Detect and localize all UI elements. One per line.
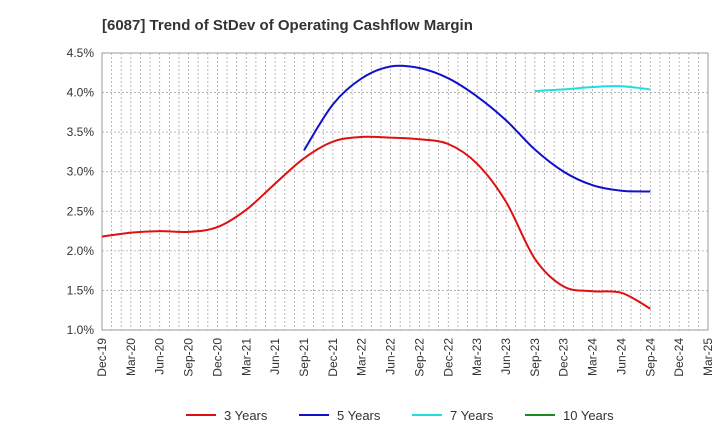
x-tick-label: Jun-24 <box>614 338 628 375</box>
legend: 3 Years 5 Years 7 Years 10 Years <box>186 408 614 423</box>
y-tick-label: 4.5% <box>67 46 95 60</box>
x-tick-label: Dec-24 <box>672 338 686 377</box>
x-axis-ticks: Dec-19 Mar-20 Jun-20 Sep-20 Dec-20 Mar-21 Jun-… <box>95 338 715 377</box>
x-tick-label: Dec-21 <box>326 338 340 377</box>
x-tick-label: Mar-22 <box>355 338 369 376</box>
x-tick-label: Dec-20 <box>210 338 224 377</box>
series-line-3-years <box>101 135 651 310</box>
y-tick-label: 4.0% <box>67 86 95 100</box>
x-tick-label: Sep-23 <box>528 338 542 377</box>
x-tick-label: Sep-21 <box>297 338 311 377</box>
x-tick-label: Jun-23 <box>499 338 513 375</box>
series-line-5-years <box>303 64 651 193</box>
y-tick-label: 1.5% <box>67 283 95 297</box>
x-tick-label: Mar-25 <box>701 338 715 376</box>
grid <box>101 52 708 331</box>
series-lines <box>101 64 651 310</box>
x-tick-label: Mar-21 <box>239 338 253 376</box>
y-tick-label: 2.5% <box>67 204 95 218</box>
y-tick-label: 1.0% <box>67 323 95 337</box>
y-tick-label: 3.0% <box>67 165 95 179</box>
legend-label: 3 Years <box>224 408 268 423</box>
x-tick-label: Jun-22 <box>384 338 398 375</box>
x-tick-label: Jun-20 <box>153 338 167 375</box>
y-tick-label: 2.0% <box>67 244 95 258</box>
x-tick-label: Dec-22 <box>441 338 455 377</box>
x-tick-label: Dec-19 <box>95 338 109 377</box>
series-line-7-years <box>534 85 651 92</box>
legend-label: 5 Years <box>337 408 381 423</box>
x-tick-label: Sep-22 <box>412 338 426 377</box>
chart-title: [6087] Trend of StDev of Operating Cashf… <box>102 17 473 34</box>
plot-frame <box>101 52 709 331</box>
legend-label: 7 Years <box>450 408 494 423</box>
x-tick-label: Sep-20 <box>182 338 196 377</box>
y-tick-label: 3.5% <box>67 125 95 139</box>
x-tick-label: Sep-24 <box>643 338 657 377</box>
y-axis-ticks: 1.0% 1.5% 2.0% 2.5% 3.0% 3.5% 4.0% 4.5% <box>67 46 95 337</box>
x-tick-label: Dec-23 <box>557 338 571 377</box>
x-tick-label: Jun-21 <box>268 338 282 375</box>
x-tick-label: Mar-24 <box>586 338 600 376</box>
legend-label: 10 Years <box>563 408 614 423</box>
x-tick-label: Mar-23 <box>470 338 484 376</box>
x-tick-label: Mar-20 <box>124 338 138 376</box>
